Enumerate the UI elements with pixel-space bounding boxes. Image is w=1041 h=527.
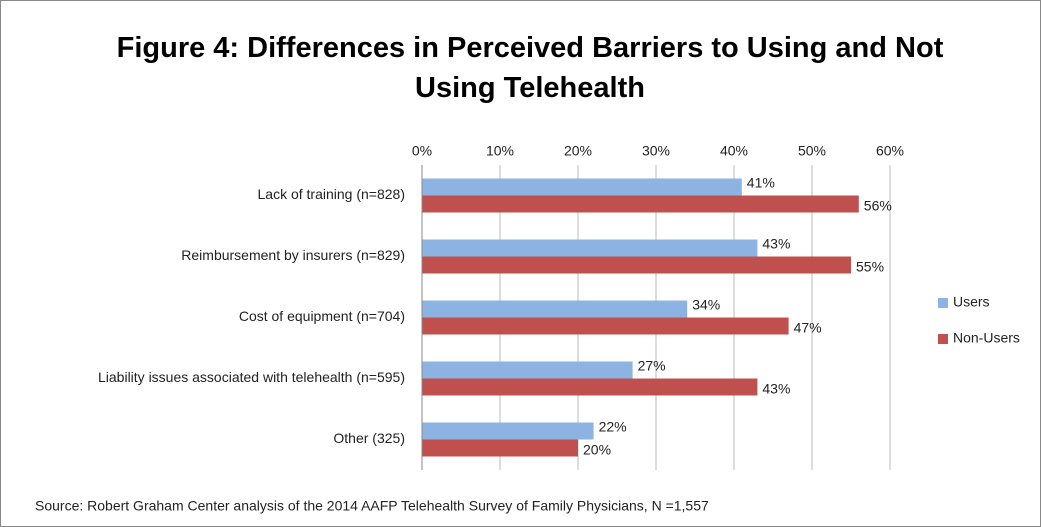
y-tick-label: Liability issues associated with telehea… (98, 369, 405, 385)
value-label: 47% (794, 320, 822, 336)
chart-title: Figure 4: Differences in Perceived Barri… (116, 32, 944, 104)
bar (422, 422, 594, 440)
x-tick-label: 40% (720, 143, 748, 159)
bar (422, 239, 758, 257)
bar (422, 378, 758, 396)
x-tick-label: 60% (876, 143, 904, 159)
y-tick-label: Other (325) (333, 430, 405, 446)
y-tick-label: Reimbursement by insurers (n=829) (181, 247, 405, 263)
x-tick-label: 20% (564, 143, 592, 159)
value-label: 34% (692, 297, 720, 313)
value-label: 56% (864, 198, 892, 214)
legend-label: Non-Users (953, 330, 1020, 346)
x-tick-label: 30% (642, 143, 670, 159)
legend-label: Users (953, 294, 990, 310)
value-label: 20% (583, 442, 611, 458)
bar (422, 300, 688, 318)
value-label: 22% (599, 419, 627, 435)
bar (422, 317, 789, 335)
value-label: 43% (762, 381, 790, 397)
bar (422, 195, 859, 213)
legend-swatch (938, 334, 948, 344)
bar (422, 256, 851, 274)
legend-swatch (938, 298, 948, 308)
x-tick-label: 0% (412, 143, 432, 159)
source-note: Source: Robert Graham Center analysis of… (35, 498, 709, 514)
bar (422, 439, 578, 457)
value-label: 43% (762, 236, 790, 252)
bar (422, 178, 742, 196)
value-label: 27% (638, 358, 666, 374)
y-tick-label: Cost of equipment (n=704) (239, 308, 405, 324)
value-label: 41% (747, 175, 775, 191)
value-label: 55% (856, 259, 884, 275)
x-tick-label: 10% (486, 143, 514, 159)
bar (422, 361, 633, 379)
x-tick-label: 50% (798, 143, 826, 159)
y-tick-label: Lack of training (n=828) (258, 186, 405, 202)
